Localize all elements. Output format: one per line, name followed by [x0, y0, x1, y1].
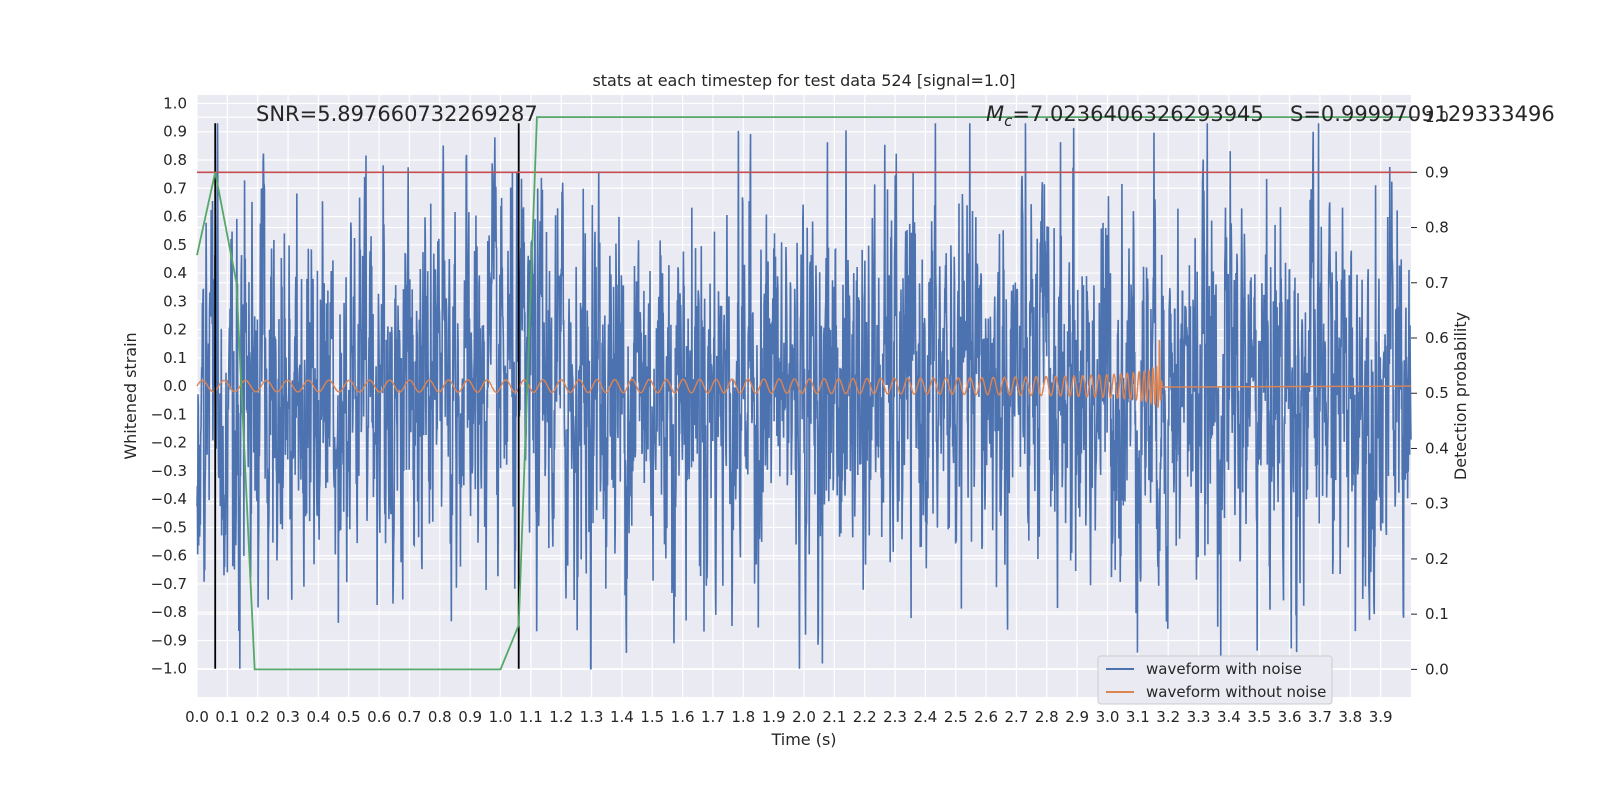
y2-tick-label: 0.2 — [1425, 550, 1449, 568]
x-tick-label: 3.2 — [1156, 708, 1180, 726]
y-tick-label: 0.9 — [163, 123, 187, 141]
x-tick-labels: 0.0 0.1 0.2 0.3 0.4 0.5 0.6 0.7 0.8 0.9 1.0 1.1 1.2 1… — [185, 708, 1393, 726]
y2-tick-label: 0.8 — [1425, 219, 1449, 237]
x-tick-label: 1.4 — [610, 708, 634, 726]
x-tick-label: 2.4 — [913, 708, 937, 726]
x-tick-label: 1.5 — [640, 708, 664, 726]
y-tick-label: 1.0 — [163, 94, 187, 112]
x-tick-label: 3.1 — [1126, 708, 1150, 726]
y-tick-label: −0.8 — [151, 603, 187, 621]
y-tick-label: −0.4 — [151, 490, 187, 508]
y-tick-label: −0.5 — [151, 518, 187, 536]
x-tick-label: 3.4 — [1217, 708, 1241, 726]
y-tick-label: 0.2 — [163, 321, 187, 339]
y-tick-label: 0.5 — [163, 236, 187, 254]
y2-tick-label: 0.6 — [1425, 329, 1449, 347]
x-tick-label: 0.9 — [458, 708, 482, 726]
x-tick-label: 2.5 — [944, 708, 968, 726]
detection-probability-line — [196, 116, 1411, 671]
x-axis-label: Time (s) — [770, 730, 836, 749]
x-tick-label: 3.8 — [1338, 708, 1362, 726]
y-tick-label: 0.6 — [163, 208, 187, 226]
chirp-mass-annotation: Mc=7.0236406326293945 — [986, 102, 1264, 130]
y2-tick-label: 0.7 — [1425, 274, 1449, 292]
y2-axis-label: Detection probability — [1451, 312, 1470, 480]
x-tick-label: 2.3 — [883, 708, 907, 726]
y2-tick-label: 0.0 — [1425, 660, 1449, 678]
y-tick-label: −0.9 — [151, 631, 187, 649]
y2-tick-labels: 1.0 0.9 0.8 0.7 0.6 0.5 0.4 0.3 0.2 0.1 0.0 — [1411, 108, 1449, 678]
x-tick-label: 3.0 — [1096, 708, 1120, 726]
x-tick-label: 1.2 — [549, 708, 573, 726]
y2-tick-label: 0.4 — [1425, 439, 1449, 457]
x-tick-label: 1.1 — [519, 708, 543, 726]
legend-box — [1097, 655, 1333, 705]
y-tick-label: −0.6 — [151, 547, 187, 565]
legend-entry-clean: waveform without noise — [1146, 683, 1326, 701]
x-tick-label: 2.0 — [792, 708, 816, 726]
mc-symbol: M — [986, 102, 1004, 126]
mc-subscript: c — [1004, 112, 1013, 130]
x-tick-label: 0.1 — [215, 708, 239, 726]
x-tick-label: 2.9 — [1065, 708, 1089, 726]
x-tick-label: 0.7 — [398, 708, 422, 726]
legend-entry-noise: waveform with noise — [1146, 660, 1302, 678]
snr-annotation: SNR=5.897660732269287 — [256, 102, 538, 126]
x-tick-label: 0.8 — [428, 708, 452, 726]
x-tick-label: 0.5 — [337, 708, 361, 726]
mc-value: =7.0236406326293945 — [1012, 102, 1263, 126]
x-tick-label: 2.2 — [853, 708, 877, 726]
legend: waveform with noise waveform without noi… — [1097, 655, 1333, 705]
x-tick-label: 2.1 — [822, 708, 846, 726]
x-tick-label: 0.6 — [367, 708, 391, 726]
x-tick-label: 1.6 — [671, 708, 695, 726]
x-tick-label: 3.6 — [1278, 708, 1302, 726]
y-tick-label: −0.7 — [151, 575, 187, 593]
x-tick-label: 3.3 — [1187, 708, 1211, 726]
s-annotation: S=0.9999709129333496 — [1290, 102, 1555, 126]
probability-series — [196, 116, 1411, 671]
x-tick-label: 0.3 — [276, 708, 300, 726]
x-tick-label: 3.9 — [1369, 708, 1393, 726]
noise-waveform-line — [196, 123, 1412, 670]
y2-tick-label: 1.0 — [1425, 108, 1449, 126]
y-tick-label: 0.0 — [163, 377, 187, 395]
chirp-series — [196, 339, 1412, 408]
x-tick-label: 2.8 — [1035, 708, 1059, 726]
plot-area — [196, 116, 1412, 671]
y-tick-label: 0.8 — [163, 151, 187, 169]
y-tick-labels: 1.0 0.9 0.8 0.7 0.6 0.5 0.4 0.3 0.2 0.1 0.0 −0.1 −0.… — [151, 94, 187, 677]
y2-tick-label: 0.9 — [1425, 163, 1449, 181]
y-tick-label: 0.4 — [163, 264, 187, 282]
y2-tick-label: 0.1 — [1425, 605, 1449, 623]
x-tick-label: 3.5 — [1247, 708, 1271, 726]
chart-title: stats at each timestep for test data 524… — [592, 71, 1015, 90]
y-tick-label: 0.3 — [163, 292, 187, 310]
clean-waveform-line — [196, 339, 1412, 408]
x-tick-label: 0.0 — [185, 708, 209, 726]
x-tick-label: 1.0 — [489, 708, 513, 726]
marker-lines — [214, 123, 520, 669]
y2-tick-label: 0.3 — [1425, 495, 1449, 513]
x-tick-label: 1.3 — [580, 708, 604, 726]
noise-series — [196, 123, 1412, 670]
x-tick-label: 3.7 — [1308, 708, 1332, 726]
y-tick-label: −0.2 — [151, 434, 187, 452]
y2-tick-label: 0.5 — [1425, 384, 1449, 402]
x-tick-label: 2.6 — [974, 708, 998, 726]
y-tick-label: −0.1 — [151, 405, 187, 423]
y-tick-label: 0.1 — [163, 349, 187, 367]
x-tick-label: 0.2 — [246, 708, 270, 726]
x-tick-label: 2.7 — [1005, 708, 1029, 726]
x-tick-label: 1.7 — [701, 708, 725, 726]
x-tick-label: 1.9 — [762, 708, 786, 726]
x-tick-label: 1.8 — [731, 708, 755, 726]
y-tick-label: −1.0 — [151, 660, 187, 678]
y-tick-label: −0.3 — [151, 462, 187, 480]
x-tick-label: 0.4 — [306, 708, 330, 726]
y-axis-label: Whitened strain — [121, 332, 140, 459]
y-tick-label: 0.7 — [163, 179, 187, 197]
